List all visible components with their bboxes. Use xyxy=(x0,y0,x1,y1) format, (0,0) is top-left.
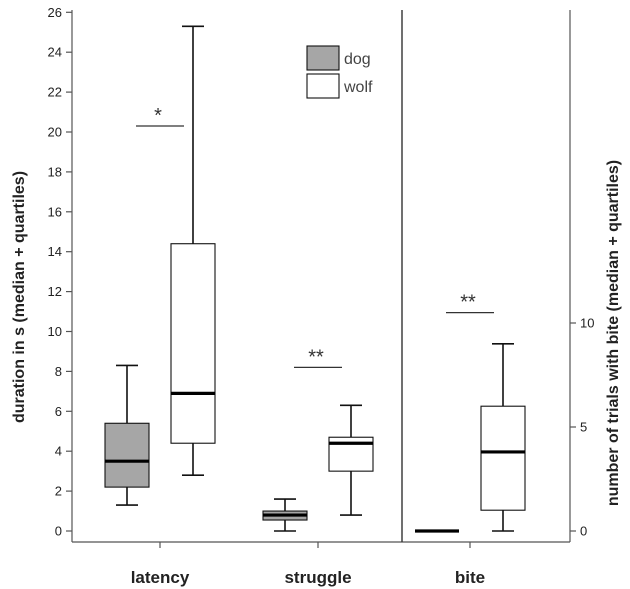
left-tick-label: 20 xyxy=(48,125,62,140)
box-iqr xyxy=(480,405,526,511)
right-y-axis: 0 5 10 xyxy=(570,316,594,539)
right-tick-label: 10 xyxy=(580,316,594,331)
legend-swatch-dog xyxy=(306,45,340,71)
legend: dog wolf xyxy=(306,45,373,99)
right-tick-label: 0 xyxy=(580,524,587,539)
left-tick-label: 4 xyxy=(55,444,62,459)
left-tick-label: 18 xyxy=(48,164,62,179)
box-wolf-bite xyxy=(480,342,526,532)
legend-label-dog: dog xyxy=(344,51,371,68)
box-iqr xyxy=(104,422,150,488)
legend-label-wolf: wolf xyxy=(343,79,373,96)
significance-label-latency: * xyxy=(154,105,162,127)
left-tick-label: 6 xyxy=(55,404,62,419)
left-tick-label: 8 xyxy=(55,364,62,379)
category-label-bite: bite xyxy=(455,568,485,587)
right-tick-label: 5 xyxy=(580,420,587,435)
significance-label-bite: ** xyxy=(460,292,476,314)
category-label-latency: latency xyxy=(131,568,190,587)
left-tick-label: 24 xyxy=(48,45,62,60)
left-tick-label: 0 xyxy=(55,524,62,539)
significance-annotations: ***** xyxy=(136,105,494,368)
box-dog-latency xyxy=(104,364,150,506)
box-iqr xyxy=(170,243,216,444)
right-axis-title: number of trials with bite (median + qua… xyxy=(605,160,622,506)
left-tick-label: 2 xyxy=(55,484,62,499)
left-axis-title: duration in s (median + quartiles) xyxy=(11,171,28,423)
left-tick-label: 26 xyxy=(48,5,62,20)
left-tick-label: 16 xyxy=(48,204,62,219)
box-dog-struggle xyxy=(262,498,308,532)
significance-label-struggle: ** xyxy=(308,346,324,368)
left-tick-label: 10 xyxy=(48,324,62,339)
box-wolf-struggle xyxy=(328,404,374,516)
legend-swatch-wolf xyxy=(306,73,340,99)
left-tick-label: 22 xyxy=(48,85,62,100)
plot-frame xyxy=(71,10,571,548)
left-tick-label: 12 xyxy=(48,284,62,299)
box-layer xyxy=(104,25,526,533)
left-tick-label: 14 xyxy=(48,244,62,259)
box-wolf-latency xyxy=(170,25,216,476)
category-label-struggle: struggle xyxy=(284,568,351,587)
